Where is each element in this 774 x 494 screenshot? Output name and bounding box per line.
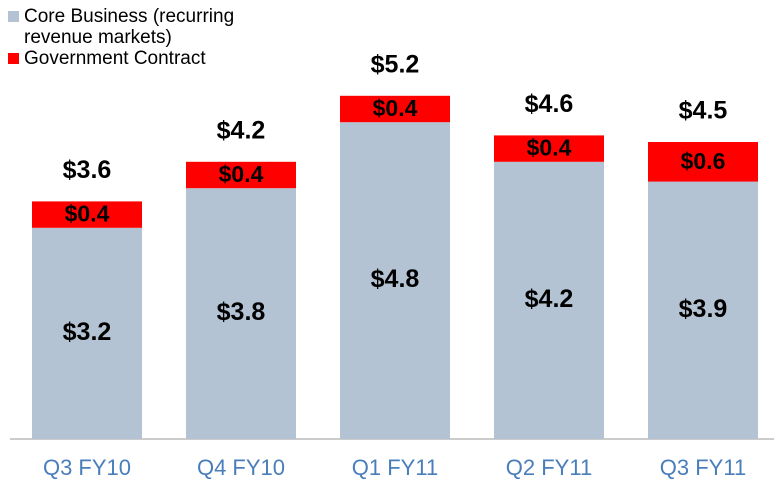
x-tick-label: Q3 FY11	[660, 455, 746, 480]
x-tick-label: Q3 FY10	[43, 455, 131, 480]
legend-label: Government Contract	[24, 48, 206, 69]
x-tick-label: Q4 FY10	[197, 455, 285, 480]
bar-segment	[186, 161, 296, 189]
legend-swatch	[8, 53, 19, 64]
bar-segment	[340, 95, 450, 123]
legend-label: Core Business (recurring revenue markets…	[24, 6, 235, 48]
legend-item: Core Business (recurring revenue markets…	[8, 6, 258, 48]
bar-segment	[32, 201, 142, 228]
value-label: $0.4	[65, 201, 110, 227]
bar-segment	[340, 122, 450, 439]
value-label: $4.8	[371, 265, 420, 293]
legend-swatch	[8, 11, 19, 22]
bar-segment	[186, 188, 296, 439]
total-label: $4.5	[679, 97, 728, 125]
value-label: $0.4	[373, 95, 418, 121]
total-label: $3.6	[63, 156, 112, 184]
x-tick-label: Q2 FY11	[506, 455, 592, 480]
legend-item: Government Contract	[8, 48, 258, 69]
value-label: $3.2	[63, 318, 112, 346]
value-label: $3.9	[679, 295, 728, 323]
value-label: $0.4	[527, 135, 572, 161]
bar-segment	[494, 161, 604, 440]
bar-segment	[648, 181, 758, 439]
total-label: $5.2	[371, 50, 420, 78]
value-label: $4.2	[525, 285, 574, 313]
bar-segment	[648, 142, 758, 182]
bar-segment	[494, 135, 604, 162]
total-label: $4.2	[217, 116, 266, 144]
bar-segment	[32, 227, 142, 439]
total-label: $4.6	[525, 90, 574, 118]
value-label: $3.8	[217, 298, 266, 326]
value-label: $0.4	[219, 161, 264, 187]
x-tick-label: Q1 FY11	[352, 455, 438, 480]
value-label: $0.6	[681, 148, 726, 174]
